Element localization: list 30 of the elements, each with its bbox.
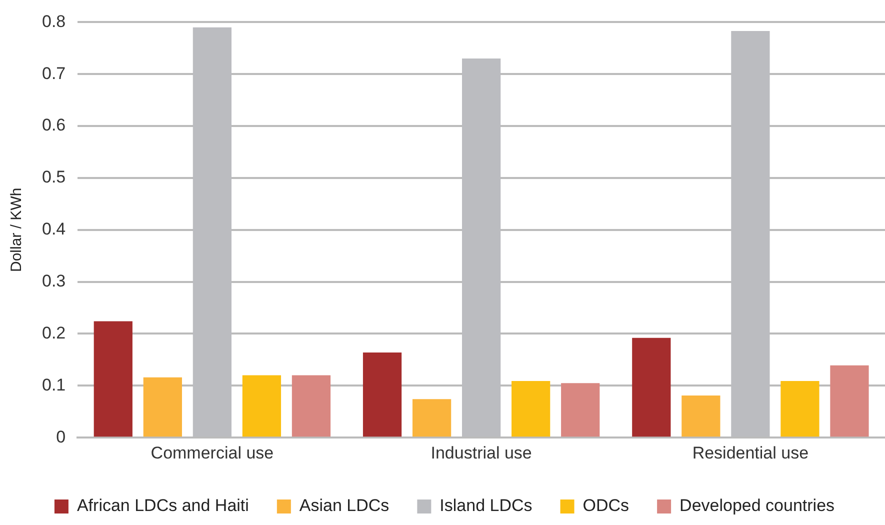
- bar: [292, 375, 331, 437]
- bar: [412, 399, 452, 437]
- y-tick-label: 0.5: [42, 168, 66, 187]
- y-tick-label: 0.4: [42, 220, 66, 239]
- legend-label: African LDCs and Haiti: [76, 496, 249, 516]
- y-tick-label: 0.3: [42, 272, 66, 291]
- bar: [632, 338, 671, 437]
- bar: [682, 396, 720, 437]
- legend-label: ODCs: [582, 496, 630, 516]
- y-tick-label: 0.8: [42, 12, 66, 31]
- y-axis-title: Dollar / KWh: [8, 188, 26, 272]
- bar: [143, 377, 182, 437]
- x-tick-label: Industrial use: [430, 443, 532, 462]
- bar: [512, 381, 550, 437]
- y-tick-label: 0.2: [42, 323, 66, 342]
- y-tick-label: 0.6: [42, 116, 66, 135]
- y-tick-label: 0.7: [42, 64, 66, 83]
- legend-label: Island LDCs: [440, 496, 532, 516]
- bar: [830, 365, 869, 437]
- y-tick-label: 0.1: [42, 375, 66, 394]
- bar: [780, 381, 820, 437]
- y-tick-label: 0: [56, 427, 66, 446]
- bar: [362, 352, 402, 437]
- bar: [94, 321, 132, 437]
- legend-label: Asian LDCs: [299, 496, 390, 516]
- legend-label: Developed countries: [680, 496, 835, 516]
- x-tick-label: Commercial use: [150, 443, 274, 462]
- bar: [242, 375, 282, 437]
- bar: [561, 383, 600, 437]
- x-tick-label: Residential use: [692, 443, 809, 462]
